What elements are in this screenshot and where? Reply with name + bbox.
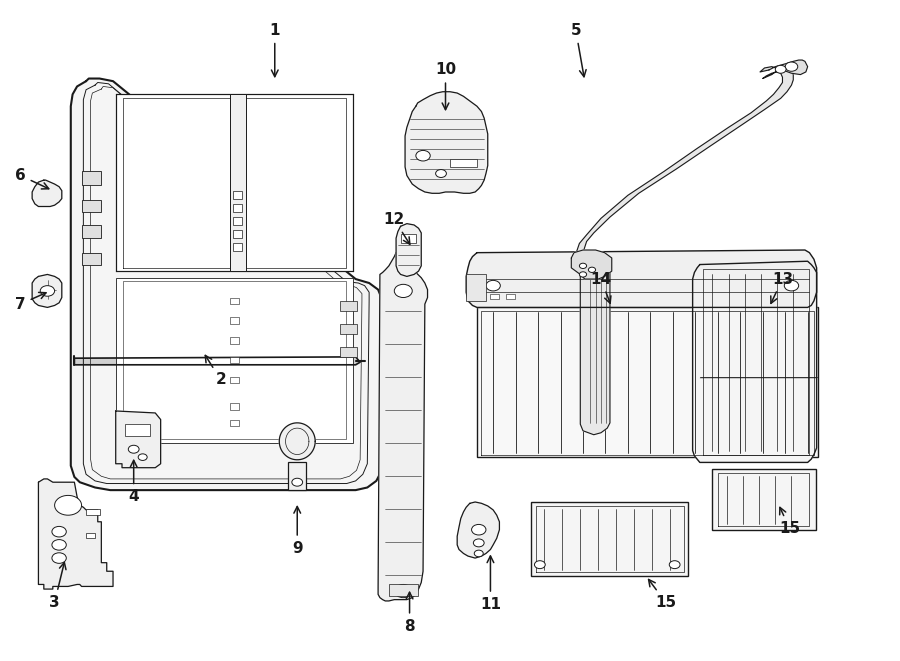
Bar bbox=[82, 253, 102, 264]
Bar bbox=[233, 190, 242, 198]
Bar bbox=[288, 463, 306, 490]
Circle shape bbox=[40, 286, 55, 296]
Circle shape bbox=[580, 263, 587, 268]
Bar bbox=[340, 301, 356, 311]
Circle shape bbox=[670, 561, 680, 568]
Bar bbox=[531, 502, 688, 576]
Bar bbox=[466, 274, 486, 301]
Polygon shape bbox=[405, 92, 488, 193]
Bar bbox=[230, 403, 238, 410]
Circle shape bbox=[486, 280, 500, 291]
Text: 2: 2 bbox=[205, 356, 226, 387]
Bar bbox=[230, 337, 238, 344]
Text: 14: 14 bbox=[590, 272, 611, 303]
Bar bbox=[230, 317, 238, 324]
Polygon shape bbox=[396, 223, 421, 276]
Circle shape bbox=[472, 524, 486, 535]
Text: 10: 10 bbox=[435, 62, 456, 110]
Text: 1: 1 bbox=[269, 23, 280, 77]
Polygon shape bbox=[39, 479, 113, 589]
Polygon shape bbox=[466, 250, 816, 307]
Circle shape bbox=[775, 65, 786, 73]
Bar bbox=[230, 297, 238, 304]
Polygon shape bbox=[32, 274, 62, 307]
Polygon shape bbox=[457, 502, 500, 558]
Bar bbox=[401, 233, 416, 243]
Polygon shape bbox=[574, 69, 793, 267]
Text: 15: 15 bbox=[649, 580, 676, 609]
Bar bbox=[389, 584, 418, 596]
Circle shape bbox=[785, 62, 797, 71]
Polygon shape bbox=[32, 180, 62, 206]
Bar bbox=[233, 243, 242, 251]
Bar bbox=[233, 217, 242, 225]
Bar bbox=[233, 230, 242, 238]
Polygon shape bbox=[693, 261, 816, 463]
Bar bbox=[82, 200, 102, 212]
Text: 13: 13 bbox=[770, 272, 793, 303]
Circle shape bbox=[394, 284, 412, 297]
Polygon shape bbox=[279, 423, 315, 460]
Circle shape bbox=[535, 561, 545, 568]
Circle shape bbox=[416, 151, 430, 161]
Circle shape bbox=[473, 539, 484, 547]
Circle shape bbox=[474, 550, 483, 557]
Text: 12: 12 bbox=[383, 212, 410, 245]
Circle shape bbox=[580, 272, 587, 277]
Bar bbox=[506, 293, 515, 299]
Circle shape bbox=[292, 479, 302, 486]
Text: 9: 9 bbox=[292, 506, 302, 556]
Text: 6: 6 bbox=[15, 168, 49, 189]
Circle shape bbox=[129, 446, 140, 453]
Bar bbox=[86, 533, 95, 538]
Polygon shape bbox=[572, 250, 612, 279]
Polygon shape bbox=[378, 253, 428, 601]
Circle shape bbox=[52, 526, 67, 537]
Bar bbox=[86, 508, 100, 515]
Polygon shape bbox=[75, 357, 360, 365]
Text: 15: 15 bbox=[779, 508, 800, 536]
Polygon shape bbox=[580, 263, 610, 435]
Circle shape bbox=[589, 267, 596, 272]
Text: 5: 5 bbox=[571, 23, 586, 77]
Bar bbox=[230, 95, 246, 271]
Bar bbox=[713, 469, 815, 529]
Bar bbox=[82, 225, 102, 238]
Bar bbox=[116, 95, 353, 271]
Bar bbox=[230, 357, 238, 364]
Polygon shape bbox=[116, 411, 160, 468]
Bar bbox=[491, 293, 500, 299]
Text: 4: 4 bbox=[129, 460, 139, 504]
Polygon shape bbox=[71, 79, 382, 490]
Circle shape bbox=[394, 584, 412, 598]
Circle shape bbox=[55, 495, 82, 515]
Bar bbox=[477, 307, 818, 457]
Bar bbox=[230, 377, 238, 383]
Circle shape bbox=[52, 553, 67, 563]
Bar bbox=[450, 159, 477, 167]
Circle shape bbox=[436, 170, 446, 177]
Bar bbox=[125, 424, 150, 436]
Text: 7: 7 bbox=[15, 292, 46, 311]
Circle shape bbox=[139, 454, 148, 461]
Text: 3: 3 bbox=[50, 563, 66, 609]
Bar bbox=[82, 171, 102, 185]
Bar bbox=[340, 324, 356, 334]
Bar bbox=[230, 420, 238, 426]
Circle shape bbox=[52, 539, 67, 550]
Polygon shape bbox=[760, 60, 807, 75]
Circle shape bbox=[784, 280, 798, 291]
Bar bbox=[233, 204, 242, 212]
Text: 11: 11 bbox=[480, 556, 501, 611]
Bar bbox=[340, 347, 356, 357]
Text: 8: 8 bbox=[404, 592, 415, 633]
Bar bbox=[116, 278, 353, 443]
